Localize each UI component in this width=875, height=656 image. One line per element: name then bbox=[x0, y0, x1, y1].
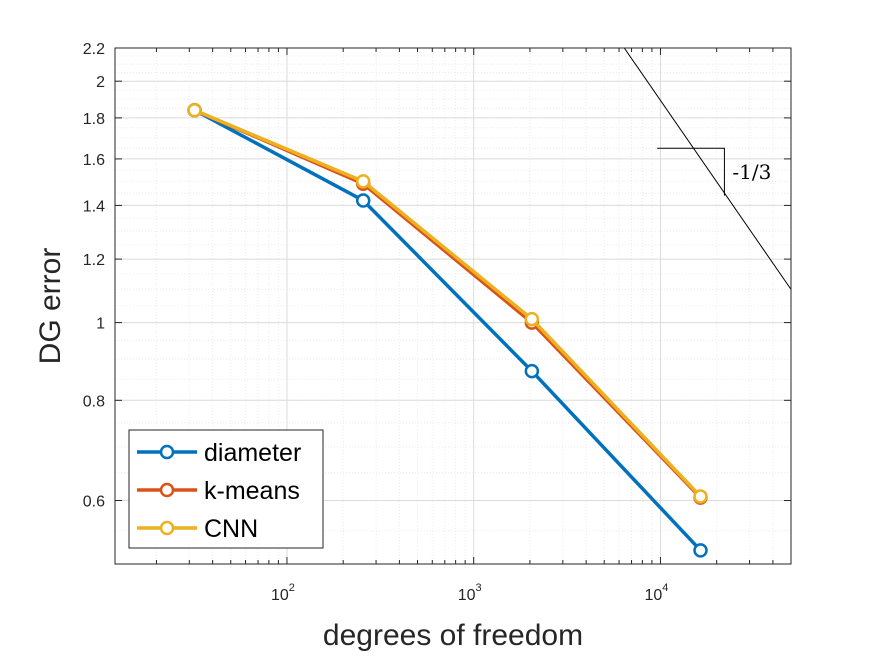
data-point bbox=[693, 489, 708, 504]
x-tick-exponent: 3 bbox=[476, 582, 482, 594]
data-point bbox=[355, 193, 371, 208]
y-tick-label: 2 bbox=[96, 74, 105, 91]
y-tick-label: 1.2 bbox=[83, 252, 105, 269]
x-tick-labels: 102 103 104 bbox=[271, 582, 668, 604]
x-tick-label: 103 bbox=[458, 582, 482, 604]
y-tick-label: 2.2 bbox=[83, 41, 105, 58]
legend-swatch-marker bbox=[159, 520, 175, 536]
slope-reference-line bbox=[623, 47, 792, 290]
legend-item: CNN bbox=[137, 515, 258, 543]
legend-swatch-marker bbox=[159, 482, 175, 498]
y-tick-label: 1 bbox=[96, 316, 105, 333]
data-point bbox=[187, 102, 202, 118]
x-tick-exponent: 4 bbox=[662, 582, 668, 594]
x-tick-base: 10 bbox=[271, 587, 289, 604]
series-line bbox=[193, 108, 702, 552]
y-tick-label: 1.4 bbox=[83, 198, 105, 215]
legend-item: diameter bbox=[137, 439, 301, 467]
y-tick-labels: 0.6 0.8 1 1.2 1.4 1.6 1.8 2 2.2 bbox=[83, 41, 105, 511]
data-point bbox=[524, 311, 540, 327]
legend-item: k-means bbox=[137, 477, 300, 505]
x-tick-base: 10 bbox=[458, 587, 476, 604]
x-axis-label: degrees of freedom bbox=[323, 619, 583, 652]
legend-swatch-marker bbox=[159, 444, 175, 460]
y-tick-label: 1.6 bbox=[83, 152, 105, 169]
y-axis-label: DG error bbox=[34, 248, 67, 365]
legend: diameter k-means CNN bbox=[128, 429, 324, 549]
slope-label: -1/3 bbox=[732, 160, 771, 184]
slope-triangle bbox=[657, 147, 725, 196]
series-line bbox=[193, 108, 702, 498]
data-point bbox=[524, 363, 540, 379]
y-tick-label: 0.8 bbox=[83, 393, 105, 410]
x-tick-label: 102 bbox=[271, 582, 295, 604]
series-group bbox=[187, 102, 708, 558]
y-tick-label: 0.6 bbox=[83, 494, 105, 511]
x-tick-exponent: 2 bbox=[289, 582, 295, 594]
x-tick-label: 104 bbox=[645, 582, 669, 604]
legend-label: CNN bbox=[204, 515, 258, 543]
series-cnn bbox=[187, 102, 708, 504]
plot-frame bbox=[114, 47, 792, 565]
data-point bbox=[693, 543, 708, 558]
legend-label: diameter bbox=[204, 439, 301, 467]
axis-ticks bbox=[115, 47, 791, 564]
y-tick-label: 1.8 bbox=[83, 111, 105, 128]
data-point bbox=[355, 174, 371, 189]
slope-annotation: -1/3 bbox=[623, 47, 792, 290]
x-tick-base: 10 bbox=[645, 587, 663, 604]
legend-label: k-means bbox=[204, 477, 300, 505]
